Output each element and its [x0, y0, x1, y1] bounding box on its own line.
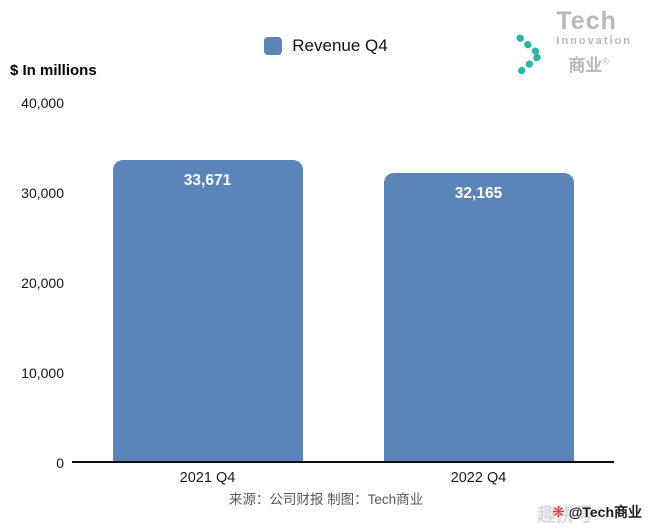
legend-swatch	[264, 37, 283, 55]
brand-subtitle: Innovation	[556, 35, 632, 48]
brand-logo-text: Tech Innovation 商业®	[556, 8, 632, 76]
brand-name: Tech	[556, 7, 617, 35]
bar-value-label: 32,165	[454, 185, 503, 203]
x-tick-2022-q4: 2022 Q4	[450, 470, 507, 486]
bar-series: 33,671 32,165	[72, 103, 614, 461]
y-axis-ticks: 40,000 30,000 20,000 10,000 0	[0, 95, 64, 471]
bar-slot: 33,671	[72, 103, 343, 461]
y-tick: 0	[56, 455, 64, 471]
brand-logo: Tech Innovation 商业®	[514, 8, 632, 83]
bar-slot: 32,165	[343, 103, 614, 461]
y-tick: 20,000	[21, 275, 64, 291]
brand-cn-name: 商业®	[556, 51, 632, 76]
registered-mark: ®	[602, 56, 610, 67]
x-tick-2021-q4: 2021 Q4	[179, 470, 236, 486]
red-flower-logo-icon: ❋	[552, 504, 565, 521]
y-axis-title: $ In millions	[10, 62, 97, 79]
bar-2022-q4: 32,165	[383, 173, 574, 461]
watermark-back-text: 趣拼号	[536, 505, 594, 526]
y-tick: 40,000	[21, 95, 64, 111]
watermark: 趣拼号 ❋ @Tech商业	[537, 502, 642, 526]
watermark-handle-row: ❋ @Tech商业	[552, 502, 642, 522]
y-tick: 10,000	[21, 365, 64, 381]
y-tick: 30,000	[21, 185, 64, 201]
brand-cn-label: 商业	[568, 56, 603, 76]
bar-value-label: 33,671	[183, 171, 232, 189]
bar-2021-q4: 33,671	[112, 159, 303, 461]
source-note: 来源：公司财报 制图：Tech商业	[228, 492, 424, 507]
plot-area: 33,671 32,165	[72, 103, 614, 463]
legend: Revenue Q4	[0, 36, 652, 56]
chevron-right-icon	[514, 32, 548, 83]
x-axis-labels: 2021 Q4 2022 Q4	[72, 470, 614, 486]
legend-label: Revenue Q4	[292, 36, 388, 55]
watermark-handle: @Tech商业	[568, 504, 642, 520]
